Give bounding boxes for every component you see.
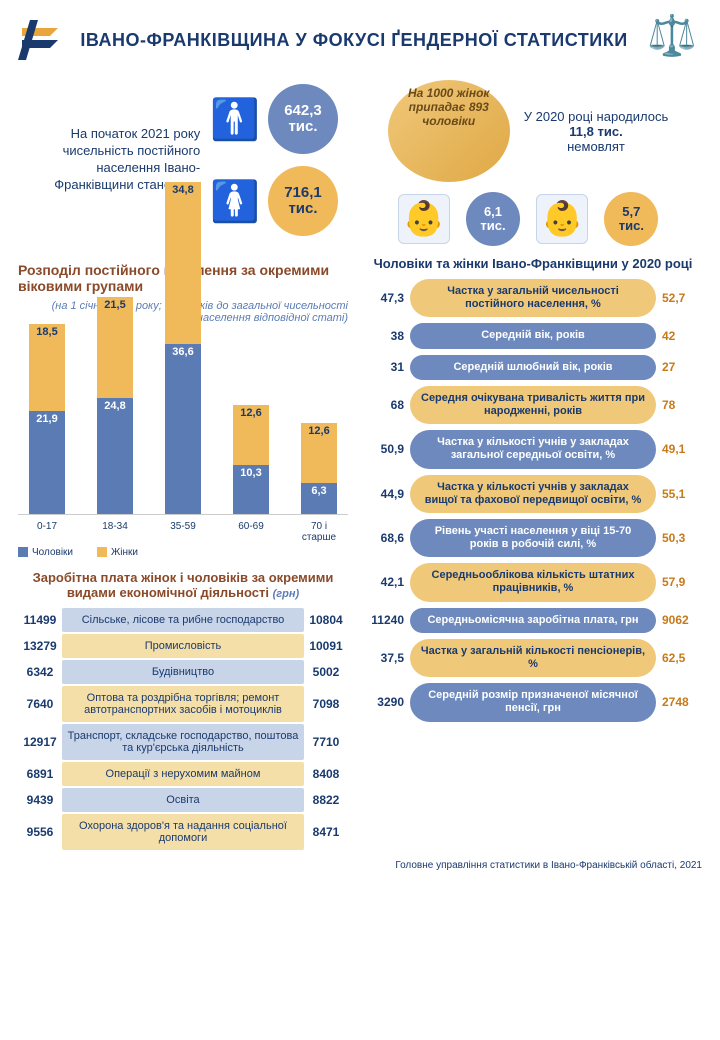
scales-icon: ⚖️: [642, 12, 702, 68]
wage-title: Заробітна плата жінок і чоловіків за окр…: [18, 570, 348, 600]
baby-boy-icon: 👶: [398, 194, 450, 244]
birth-female-bubble: 5,7тис.: [604, 192, 658, 246]
male-icon: 🚹: [210, 96, 260, 143]
ratio-bubble: На 1000 жінок припадає 893 чоловіки: [388, 80, 510, 182]
pop-female-bubble: 716,1тис.: [268, 166, 338, 236]
pop-male-bubble: 642,3тис.: [268, 84, 338, 154]
stats-list: 47,3Частка у загальній чисельності пості…: [364, 279, 702, 722]
births-text: У 2020 році народилось11,8 тис.немовлят: [524, 109, 668, 154]
birth-male-bubble: 6,1тис.: [466, 192, 520, 246]
baby-girl-icon: 👶: [536, 194, 588, 244]
logo-icon: [18, 16, 66, 64]
chart-legend: Чоловіки Жінки: [18, 547, 348, 558]
age-chart: 18,521,921,524,834,836,612,610,312,66,3: [18, 324, 348, 515]
wage-table: 11499Сільське, лісове та рибне господарс…: [18, 608, 348, 850]
stats-title: Чоловіки та жінки Івано-Франківщини у 20…: [364, 256, 702, 271]
page-title: ІВАНО-ФРАНКІВЩИНА У ФОКУСІ ҐЕНДЕРНОЇ СТА…: [76, 30, 632, 51]
female-icon: 🚺: [210, 178, 260, 225]
footer-text: Головне управління статистики в Івано-Фр…: [18, 860, 702, 871]
